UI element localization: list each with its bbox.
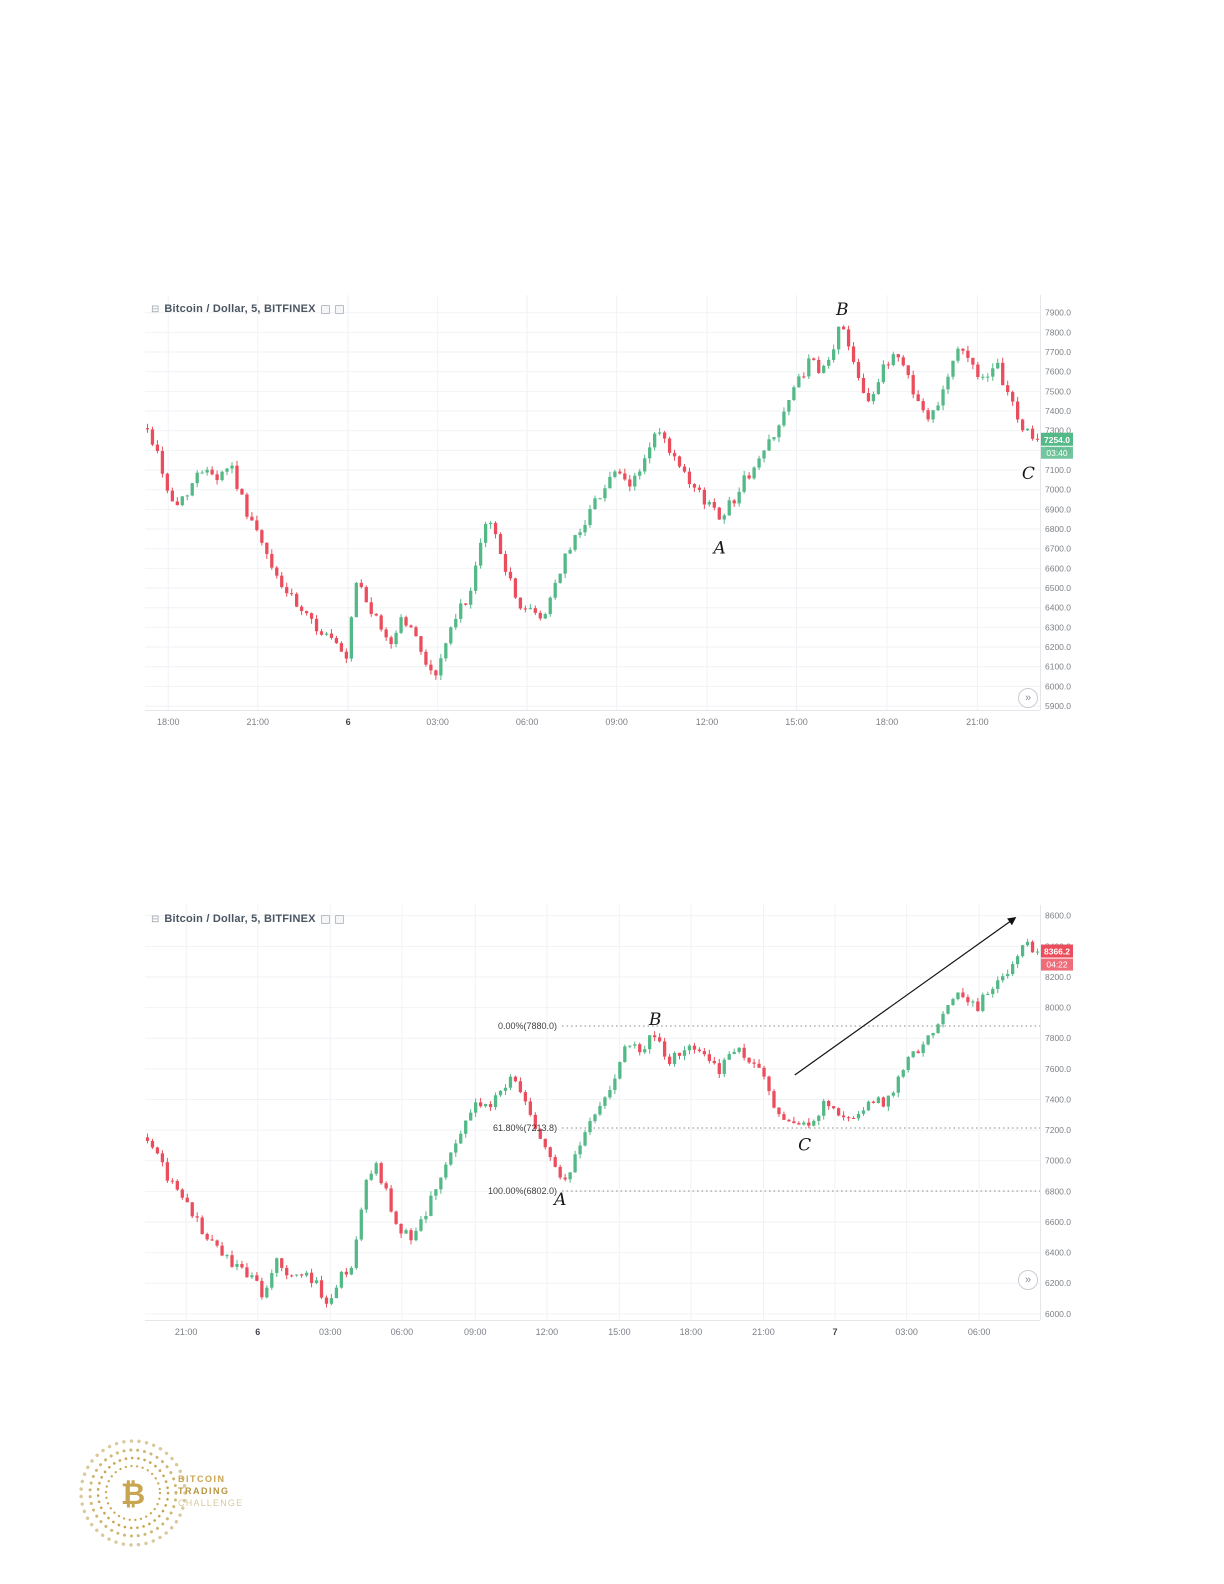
svg-text:12:00: 12:00	[536, 1327, 559, 1337]
svg-text:8366.2: 8366.2	[1044, 947, 1070, 957]
svg-text:7500.0: 7500.0	[1045, 386, 1071, 396]
svg-text:8600.0: 8600.0	[1045, 911, 1071, 921]
svg-text:7200.0: 7200.0	[1045, 1125, 1071, 1135]
svg-text:B: B	[835, 300, 849, 320]
svg-text:6000.0: 6000.0	[1045, 681, 1071, 691]
svg-text:7254.0: 7254.0	[1044, 435, 1070, 445]
chart-legend[interactable]: ⊟ Bitcoin / Dollar, 5, BITFINEX	[151, 303, 344, 315]
brand-logo: ₿ BITCOIN TRADING CHALLENGE	[72, 1412, 272, 1562]
svg-text:6000.0: 6000.0	[1045, 1309, 1071, 1319]
svg-text:6600.0: 6600.0	[1045, 1217, 1071, 1227]
svg-text:A: A	[552, 1190, 566, 1210]
visibility-toggle-icon[interactable]	[320, 914, 330, 924]
bitcoin-symbol: ₿	[121, 1477, 145, 1512]
scroll-to-realtime-button[interactable]: »	[1018, 1270, 1038, 1290]
svg-text:6400.0: 6400.0	[1045, 603, 1071, 613]
svg-text:8000.0: 8000.0	[1045, 1003, 1071, 1013]
svg-text:6700.0: 6700.0	[1045, 544, 1071, 554]
svg-text:7100.0: 7100.0	[1045, 465, 1071, 475]
svg-text:7400.0: 7400.0	[1045, 1094, 1071, 1104]
logo-dot-ring	[88, 1448, 178, 1538]
svg-text:61.80%(7213.8): 61.80%(7213.8)	[493, 1123, 557, 1133]
svg-text:15:00: 15:00	[785, 717, 808, 727]
svg-text:7900.0: 7900.0	[1045, 308, 1071, 318]
logo-line-trading: TRADING	[178, 1486, 230, 1496]
svg-text:7300.0: 7300.0	[1045, 426, 1071, 436]
svg-text:8200.0: 8200.0	[1045, 972, 1071, 982]
svg-text:12:00: 12:00	[696, 717, 719, 727]
svg-text:7800.0: 7800.0	[1045, 1033, 1071, 1043]
svg-text:7400.0: 7400.0	[1045, 406, 1071, 416]
svg-text:04:22: 04:22	[1046, 960, 1068, 970]
svg-text:7600.0: 7600.0	[1045, 1064, 1071, 1074]
settings-toggle-icon[interactable]	[334, 304, 344, 314]
logo-dot-ring-outer	[79, 1439, 187, 1547]
settings-toggle-icon[interactable]	[334, 914, 344, 924]
svg-text:B: B	[648, 1010, 662, 1030]
logo-line-challenge: CHALLENGE	[178, 1498, 243, 1508]
svg-text:09:00: 09:00	[464, 1327, 487, 1337]
svg-text:C: C	[798, 1135, 811, 1155]
svg-text:0.00%(7880.0): 0.00%(7880.0)	[498, 1021, 557, 1031]
svg-text:6300.0: 6300.0	[1045, 622, 1071, 632]
svg-text:6900.0: 6900.0	[1045, 504, 1071, 514]
svg-text:15:00: 15:00	[608, 1327, 631, 1337]
chart-legend[interactable]: ⊟ Bitcoin / Dollar, 5, BITFINEX	[151, 913, 344, 925]
bottom-chart-panel: ⊟ Bitcoin / Dollar, 5, BITFINEX 0.00%(78…	[145, 905, 1075, 1350]
collapse-icon[interactable]: ⊟	[151, 913, 160, 925]
svg-text:03:00: 03:00	[319, 1327, 342, 1337]
svg-text:7000.0: 7000.0	[1045, 485, 1071, 495]
logo-graphic: ₿ BITCOIN TRADING CHALLENGE	[79, 1439, 243, 1547]
svg-text:18:00: 18:00	[876, 717, 899, 727]
svg-text:06:00: 06:00	[516, 717, 539, 727]
svg-text:5900.0: 5900.0	[1045, 701, 1071, 711]
svg-text:21:00: 21:00	[752, 1327, 775, 1337]
svg-text:6: 6	[346, 717, 351, 727]
svg-text:06:00: 06:00	[968, 1327, 991, 1337]
logo-dot-ring	[96, 1456, 170, 1530]
svg-text:21:00: 21:00	[247, 717, 270, 727]
candlestick-chart-top[interactable]: B A C 7900.0 7800.0 7700.0 7600.0 7500.0 7400.0 7…	[145, 295, 1075, 737]
svg-text:18:00: 18:00	[157, 717, 180, 727]
chart-symbol-title: Bitcoin / Dollar, 5, BITFINEX	[164, 913, 316, 925]
svg-text:6400.0: 6400.0	[1045, 1248, 1071, 1258]
logo-line-bitcoin: BITCOIN	[178, 1474, 226, 1484]
svg-text:6500.0: 6500.0	[1045, 583, 1071, 593]
svg-text:6200.0: 6200.0	[1045, 1278, 1071, 1288]
svg-text:7000.0: 7000.0	[1045, 1156, 1071, 1166]
svg-text:21:00: 21:00	[175, 1327, 198, 1337]
svg-text:7600.0: 7600.0	[1045, 367, 1071, 377]
svg-text:6: 6	[255, 1327, 260, 1337]
visibility-toggle-icon[interactable]	[320, 304, 330, 314]
scroll-to-realtime-button[interactable]: »	[1018, 688, 1038, 708]
svg-text:09:00: 09:00	[605, 717, 628, 727]
svg-text:21:00: 21:00	[966, 717, 989, 727]
svg-text:7800.0: 7800.0	[1045, 327, 1071, 337]
svg-text:03:00: 03:00	[426, 717, 449, 727]
chart-symbol-title: Bitcoin / Dollar, 5, BITFINEX	[164, 303, 316, 315]
svg-text:6200.0: 6200.0	[1045, 642, 1071, 652]
svg-text:100.00%(6802.0): 100.00%(6802.0)	[488, 1186, 557, 1196]
svg-text:7700.0: 7700.0	[1045, 347, 1071, 357]
svg-text:6800.0: 6800.0	[1045, 524, 1071, 534]
svg-text:18:00: 18:00	[680, 1327, 703, 1337]
svg-text:A: A	[711, 539, 725, 559]
svg-text:C: C	[1022, 464, 1035, 484]
logo-dot-ring-inner	[104, 1464, 162, 1522]
svg-text:6600.0: 6600.0	[1045, 563, 1071, 573]
svg-text:7: 7	[833, 1327, 838, 1337]
svg-text:6800.0: 6800.0	[1045, 1186, 1071, 1196]
svg-text:03:40: 03:40	[1046, 448, 1068, 458]
candlestick-chart-bottom[interactable]: 0.00%(7880.0) 61.80%(7213.8) 100.00%(6802.…	[145, 905, 1075, 1347]
svg-text:6100.0: 6100.0	[1045, 662, 1071, 672]
top-chart-panel: ⊟ Bitcoin / Dollar, 5, BITFINEX B A C 7900.…	[145, 295, 1075, 740]
svg-text:06:00: 06:00	[391, 1327, 414, 1337]
collapse-icon[interactable]: ⊟	[151, 303, 160, 315]
svg-text:03:00: 03:00	[895, 1327, 918, 1337]
